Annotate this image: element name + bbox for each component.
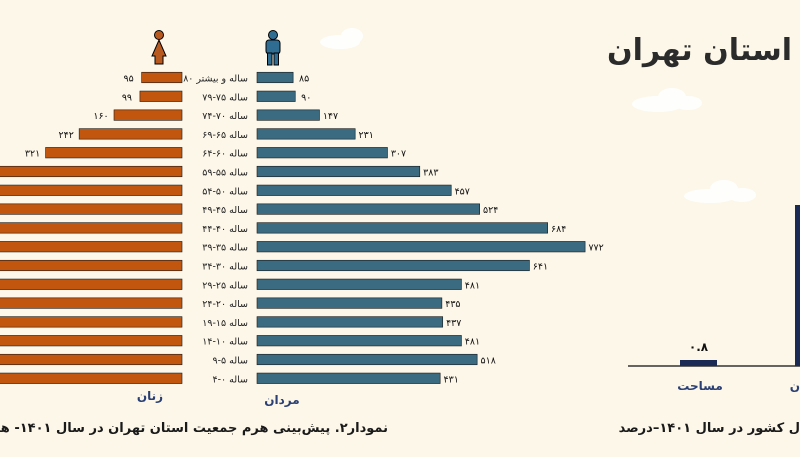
age-group-label: ۲۴-۲۰ ساله bbox=[202, 299, 248, 310]
bar-female bbox=[0, 222, 183, 234]
age-group-label: ۱۹-۱۵ ساله bbox=[202, 318, 248, 329]
bar-male bbox=[256, 222, 549, 234]
bar-offscreen bbox=[795, 205, 800, 366]
bar-male bbox=[256, 165, 421, 178]
female-series: ۹۵ ۹۹ ۱۶۰ ۲۴۲ ۳۲۱ bbox=[0, 71, 183, 384]
bar-area bbox=[680, 360, 717, 366]
male-icon bbox=[265, 30, 281, 66]
pyramid-caption: نمودار۲. پیش‌بینی هرم جمعیت استان تهران … bbox=[0, 421, 388, 436]
bar-female bbox=[0, 259, 183, 272]
age-group-label: ۵۹-۵۵ ساله bbox=[202, 168, 248, 179]
bar-male bbox=[256, 297, 443, 309]
bar-male bbox=[256, 128, 356, 140]
male-axis-label: مردان bbox=[264, 393, 299, 407]
data-label-male: ۷۷۲ bbox=[588, 243, 603, 254]
age-group-label: ۲۹-۲۵ ساله bbox=[202, 280, 248, 291]
bar-male bbox=[256, 203, 480, 215]
bar-male bbox=[256, 278, 462, 290]
female-axis-label: زنان bbox=[137, 389, 163, 403]
bar-female bbox=[141, 71, 183, 84]
age-group-label: ۱۴-۱۰ ساله bbox=[202, 337, 248, 348]
cloud-icon bbox=[320, 28, 363, 49]
age-group-label: ۴۹-۴۵ ساله bbox=[202, 205, 248, 216]
bar-male bbox=[256, 147, 388, 159]
share-caption: ل کشور در سال ۱۴۰۱–درصد bbox=[619, 421, 800, 436]
male-series: ۸۵ ۹۰ ۱۴۷ ۲۳۱ ۳۰۷ ۳۸۳ ۴۵۷ ۵۲۴ ۶۸۴ ۷۷۲ ۶۴۱ ۴۸۱ ۴۳۵ ۴۳۷… bbox=[256, 71, 604, 385]
bar-female bbox=[139, 90, 183, 102]
data-label-male: ۴۵۷ bbox=[455, 186, 470, 197]
bar-male bbox=[256, 90, 296, 102]
bar-male bbox=[256, 372, 441, 384]
bar-female bbox=[0, 335, 183, 347]
data-label-female: ۲۴۲ bbox=[58, 130, 73, 141]
bar-male bbox=[256, 259, 530, 272]
bar-female bbox=[0, 353, 183, 366]
age-group-label: ۳۴-۳۰ ساله bbox=[202, 262, 248, 273]
data-label-female: ۹۵ bbox=[124, 74, 134, 85]
bar-male bbox=[256, 353, 478, 366]
age-group-label: ۴-۰ ساله bbox=[213, 374, 249, 385]
bar-female bbox=[45, 147, 183, 159]
data-label-male: ۴۳۵ bbox=[445, 299, 460, 310]
age-group-label: ۵۴-۵۰ ساله bbox=[202, 186, 248, 197]
data-label-male: ۱۴۷ bbox=[323, 111, 338, 122]
category-label-edge: ن bbox=[790, 379, 800, 393]
age-group-label: ۶۴-۶۰ ساله bbox=[202, 149, 248, 160]
data-label-male: ۲۳۱ bbox=[359, 130, 374, 141]
data-label-male: ۴۸۱ bbox=[465, 337, 480, 348]
data-label-female: ۳۲۱ bbox=[25, 149, 40, 160]
age-group-labels: ۸۰ ساله و بیشتر ۷۹-۷۵ ساله ۷۴-۷۰ ساله ۶۹-۶۵… bbox=[183, 74, 248, 386]
bar-female bbox=[0, 203, 183, 215]
bar-male bbox=[256, 184, 452, 196]
bar-female bbox=[0, 316, 183, 328]
bar-female bbox=[78, 128, 183, 140]
data-label-male: ۵۲۴ bbox=[483, 205, 498, 216]
age-group-label: ۹-۵ ساله bbox=[213, 356, 249, 367]
data-label-male: ۵۱۸ bbox=[480, 356, 495, 367]
bar-female bbox=[0, 165, 183, 178]
data-label-male: ۳۰۷ bbox=[391, 149, 406, 160]
bar-male bbox=[256, 71, 294, 84]
bar-female bbox=[0, 184, 183, 196]
bar-male bbox=[256, 241, 586, 253]
data-label-male: ۸۵ bbox=[299, 74, 309, 85]
bar-female bbox=[0, 372, 183, 384]
female-icon bbox=[151, 30, 167, 65]
age-group-label: ۶۹-۶۵ ساله bbox=[202, 130, 248, 141]
bar-male bbox=[256, 335, 462, 347]
page-title: استان تهران bbox=[607, 33, 792, 68]
data-label-female: ۹۹ bbox=[122, 92, 132, 103]
cloud-icon bbox=[632, 88, 702, 112]
data-label-female: ۱۶۰ bbox=[93, 111, 108, 122]
age-group-label: ۳۹-۳۵ ساله bbox=[202, 243, 248, 254]
age-group-label: ۷۴-۷۰ ساله bbox=[202, 111, 248, 122]
data-label-male: ۴۳۱ bbox=[444, 374, 459, 385]
age-group-label: ۷۹-۷۵ ساله bbox=[202, 92, 248, 103]
data-label-male: ۳۸۳ bbox=[423, 168, 438, 179]
data-label-male: ۴۳۷ bbox=[446, 318, 461, 329]
data-label-male: ۶۸۴ bbox=[551, 224, 566, 235]
category-label-area: مساحت bbox=[677, 379, 723, 393]
bar-female bbox=[0, 241, 183, 253]
bar-female bbox=[0, 297, 183, 309]
bar-male bbox=[256, 109, 320, 121]
data-label-male: ۶۴۱ bbox=[533, 262, 548, 273]
country-share-chart: ۰.۸ مساحت ن ل کشور در سال ۱۴۰۱–درصد bbox=[619, 205, 800, 436]
bar-female bbox=[0, 278, 183, 290]
data-label-area: ۰.۸ bbox=[689, 340, 709, 354]
data-label-male: ۴۸۱ bbox=[465, 280, 480, 291]
bar-female bbox=[113, 109, 183, 121]
data-label-male: ۹۰ bbox=[301, 92, 311, 103]
age-group-label: ۸۰ ساله و بیشتر bbox=[183, 74, 248, 85]
age-group-label: ۴۴-۴۰ ساله bbox=[202, 224, 248, 235]
cloud-icon bbox=[684, 180, 756, 203]
bar-male bbox=[256, 316, 444, 328]
